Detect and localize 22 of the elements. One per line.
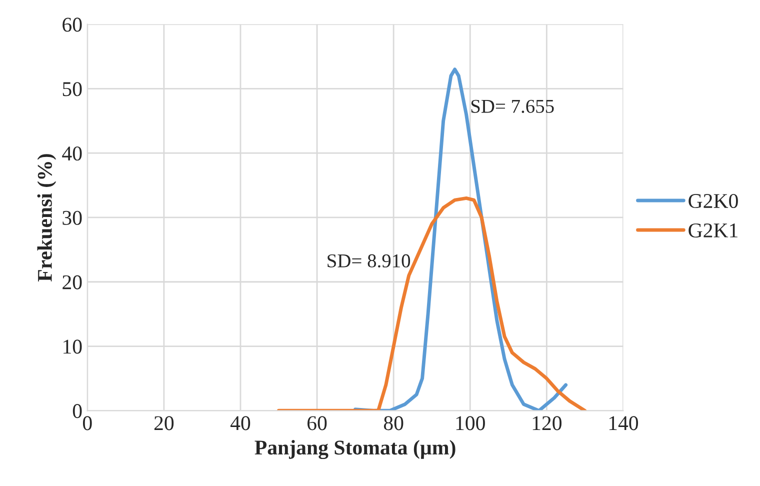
y-tick-label: 40: [62, 146, 82, 161]
y-tick-label: 50: [62, 82, 82, 96]
x-tick-label: 120: [532, 416, 562, 430]
annotation: SD= 8.910: [328, 254, 410, 268]
legend-label: G2K1: [688, 223, 738, 238]
legend-label: G2K0: [688, 194, 738, 208]
x-axis-title: Panjang Stomata (µm): [254, 440, 456, 460]
y-tick-label: 60: [62, 18, 82, 32]
x-tick-label: 80: [384, 416, 404, 430]
y-tick-label: 30: [62, 210, 82, 225]
x-tick-label: 20: [154, 416, 174, 430]
y-tick-label: 0: [72, 404, 82, 418]
y-tick-label: 10: [64, 340, 82, 354]
x-tick-label: 60: [308, 416, 327, 430]
x-tick-label: 100: [456, 416, 485, 430]
y-axis-title: Frekuensi (%): [37, 154, 56, 282]
annotation: SD= 7.655: [471, 100, 554, 113]
y-tick-label: 20: [62, 275, 82, 290]
x-tick-label: 0: [82, 416, 92, 430]
x-tick-label: 140: [609, 416, 638, 430]
x-tick-label: 40: [230, 416, 250, 430]
line-series: [277, 196, 587, 411]
